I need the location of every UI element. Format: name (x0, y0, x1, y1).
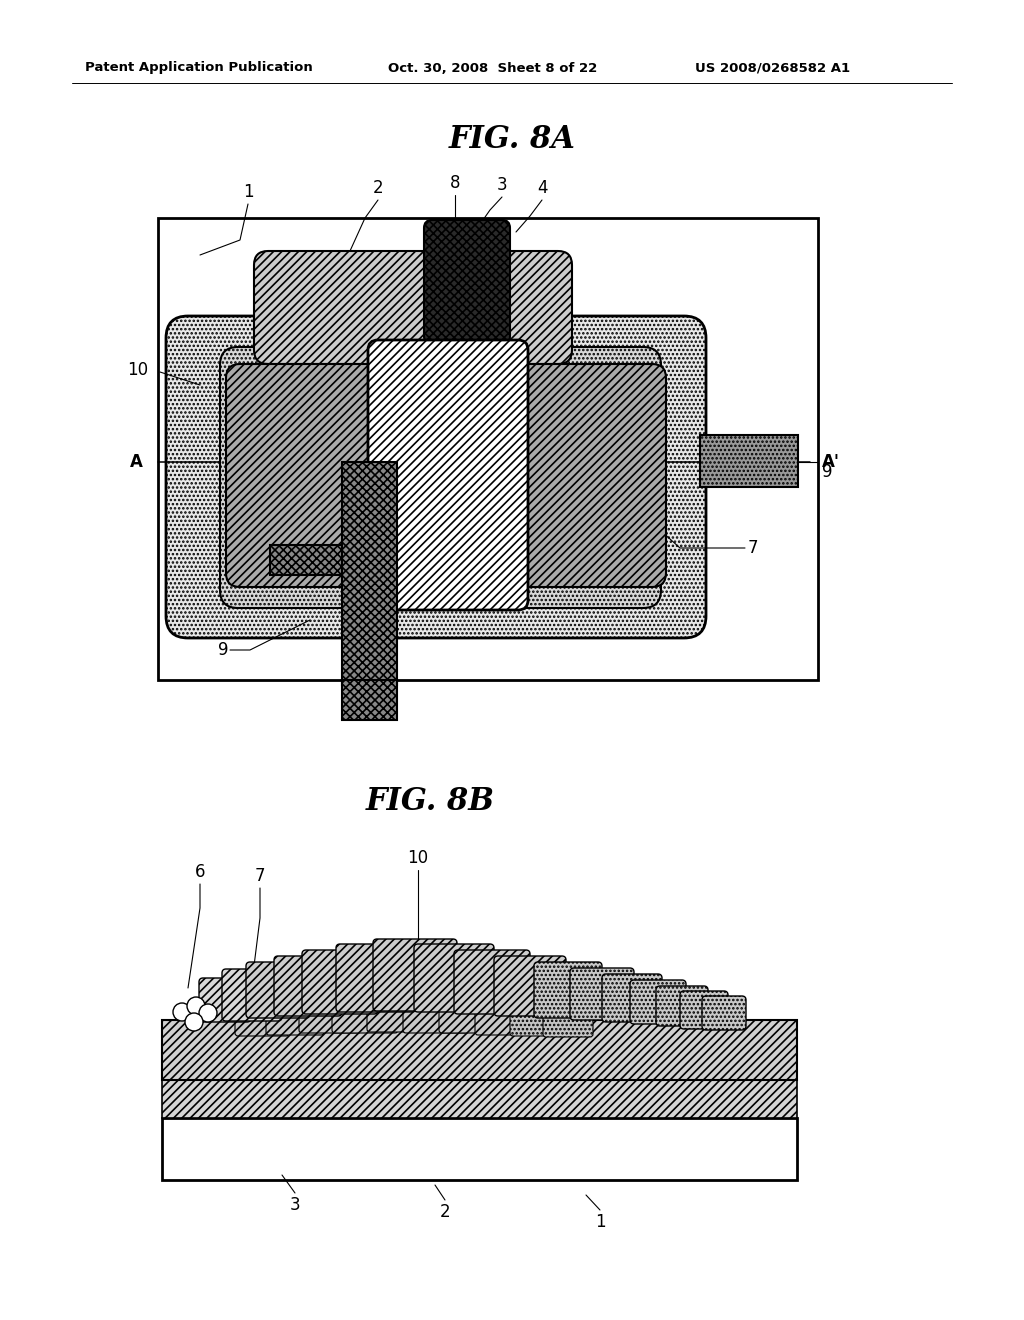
FancyBboxPatch shape (414, 944, 494, 1012)
FancyBboxPatch shape (332, 983, 398, 1034)
FancyBboxPatch shape (166, 315, 706, 638)
FancyBboxPatch shape (494, 956, 566, 1016)
Text: FIG. 8A: FIG. 8A (449, 124, 575, 156)
Text: 10: 10 (408, 849, 429, 867)
Text: Oct. 30, 2008  Sheet 8 of 22: Oct. 30, 2008 Sheet 8 of 22 (388, 62, 597, 74)
Bar (342, 462, 397, 685)
Bar (270, 545, 350, 576)
FancyBboxPatch shape (274, 956, 342, 1016)
Circle shape (199, 1005, 217, 1022)
Circle shape (173, 1003, 191, 1020)
Bar (158, 218, 818, 680)
Bar (700, 436, 798, 487)
Bar (342, 680, 397, 719)
Bar (162, 1059, 402, 1078)
Text: A': A' (822, 453, 840, 471)
FancyBboxPatch shape (424, 220, 510, 345)
Text: 6: 6 (195, 863, 205, 880)
FancyBboxPatch shape (266, 989, 324, 1035)
Text: 2: 2 (373, 180, 383, 197)
FancyBboxPatch shape (656, 986, 708, 1026)
FancyBboxPatch shape (510, 994, 564, 1036)
FancyBboxPatch shape (220, 347, 662, 609)
FancyBboxPatch shape (199, 978, 251, 1022)
Text: 9: 9 (218, 642, 228, 659)
FancyBboxPatch shape (475, 989, 534, 1035)
FancyBboxPatch shape (439, 987, 501, 1034)
Circle shape (185, 1012, 203, 1031)
FancyBboxPatch shape (534, 962, 602, 1018)
Circle shape (187, 997, 205, 1015)
FancyBboxPatch shape (299, 987, 361, 1034)
Text: 7: 7 (255, 867, 265, 884)
FancyBboxPatch shape (602, 974, 662, 1022)
FancyBboxPatch shape (570, 968, 634, 1020)
FancyBboxPatch shape (373, 939, 457, 1011)
Text: 1: 1 (243, 183, 253, 201)
Bar (162, 1118, 797, 1180)
FancyBboxPatch shape (302, 950, 378, 1014)
FancyBboxPatch shape (368, 341, 528, 610)
FancyBboxPatch shape (367, 982, 433, 1032)
FancyBboxPatch shape (222, 969, 282, 1020)
Text: 9: 9 (822, 463, 833, 480)
FancyBboxPatch shape (403, 983, 469, 1034)
Text: 4: 4 (537, 180, 547, 197)
FancyBboxPatch shape (543, 999, 593, 1038)
Text: 3: 3 (497, 176, 507, 194)
FancyBboxPatch shape (336, 944, 416, 1012)
FancyBboxPatch shape (506, 364, 666, 587)
Text: US 2008/0268582 A1: US 2008/0268582 A1 (695, 62, 850, 74)
FancyBboxPatch shape (454, 950, 530, 1014)
Text: 10: 10 (127, 360, 148, 379)
FancyBboxPatch shape (254, 251, 572, 364)
FancyBboxPatch shape (630, 979, 686, 1024)
FancyBboxPatch shape (246, 962, 310, 1018)
FancyBboxPatch shape (680, 991, 728, 1030)
FancyBboxPatch shape (226, 364, 386, 587)
FancyBboxPatch shape (234, 994, 289, 1036)
Text: 7: 7 (748, 539, 759, 557)
Text: FIG. 8B: FIG. 8B (366, 787, 495, 817)
Text: 1: 1 (595, 1213, 605, 1232)
Text: 3: 3 (290, 1196, 300, 1214)
Text: 8: 8 (450, 174, 460, 191)
Text: A: A (130, 453, 143, 471)
FancyBboxPatch shape (702, 997, 746, 1030)
Text: 2: 2 (439, 1203, 451, 1221)
Bar (162, 1078, 797, 1118)
Bar (162, 1020, 797, 1080)
Text: Patent Application Publication: Patent Application Publication (85, 62, 312, 74)
